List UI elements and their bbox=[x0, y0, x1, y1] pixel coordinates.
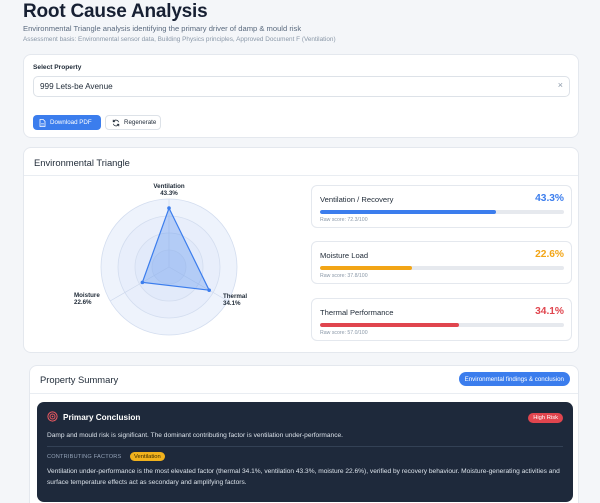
select-property-card: Select Property 999 Lets-be Avenue × Dow… bbox=[23, 54, 579, 138]
metric-percent: 22.6% bbox=[535, 249, 564, 260]
page-title: Root Cause Analysis bbox=[23, 1, 208, 22]
radar-point-thermal bbox=[207, 288, 211, 292]
download-pdf-button[interactable]: Download PDF bbox=[33, 115, 101, 130]
summary-card-title: Property Summary bbox=[40, 374, 119, 385]
contributing-factors-label: CONTRIBUTING FACTORS bbox=[47, 454, 122, 460]
metric-percent: 43.3% bbox=[535, 193, 564, 204]
radar-label-thermal: Thermal bbox=[223, 293, 247, 300]
radar-label-ventilation: Ventilation bbox=[153, 183, 185, 190]
contributing-factors-text: Ventilation under-performance is the mos… bbox=[47, 468, 560, 486]
metric-thermal: Thermal Performance 34.1% Raw score: 57.… bbox=[311, 298, 572, 341]
radar-points bbox=[140, 206, 211, 292]
metric-raw-score: Raw score: 57.0/100 bbox=[320, 330, 368, 336]
metric-moisture: Moisture Load 22.6% Raw score: 37.8/100 bbox=[311, 241, 572, 284]
metric-name: Moisture Load bbox=[320, 251, 369, 260]
divider bbox=[47, 446, 563, 447]
metric-raw-score: Raw score: 72.3/100 bbox=[320, 217, 368, 223]
assessment-basis: Assessment basis: Environmental sensor d… bbox=[23, 36, 336, 43]
radar-chart: Ventilation 43.3% Moisture 22.6% Thermal… bbox=[74, 183, 247, 336]
radar-point-ventilation bbox=[167, 206, 171, 210]
regenerate-button[interactable]: Regenerate bbox=[105, 115, 161, 130]
metric-name: Thermal Performance bbox=[320, 308, 394, 317]
clear-icon[interactable]: × bbox=[557, 80, 563, 90]
metric-ventilation: Ventilation / Recovery 43.3% Raw score: … bbox=[311, 185, 572, 228]
metric-raw-score: Raw score: 37.8/100 bbox=[320, 273, 368, 279]
property-select-value: 999 Lets-be Avenue bbox=[40, 82, 113, 91]
summary-card-header: Property Summary Environmental findings … bbox=[30, 366, 578, 394]
triangle-card-header: Environmental Triangle bbox=[24, 148, 578, 176]
radar-axis bbox=[168, 266, 229, 302]
page-subtitle: Environmental Triangle analysis identify… bbox=[23, 24, 302, 33]
target-icon bbox=[47, 411, 58, 422]
metric-progress-track bbox=[320, 323, 564, 327]
radar-axis bbox=[109, 266, 170, 302]
radar-value-moisture: 22.6% bbox=[74, 299, 92, 306]
download-pdf-label: Download PDF bbox=[50, 119, 92, 126]
metric-percent: 34.1% bbox=[535, 306, 564, 317]
factor-chip: Ventilation bbox=[130, 452, 165, 461]
refresh-icon bbox=[112, 119, 120, 126]
metric-name: Ventilation / Recovery bbox=[320, 195, 394, 204]
metric-progress-fill bbox=[320, 323, 460, 327]
conclusion-title: Primary Conclusion bbox=[63, 413, 141, 422]
metric-progress-fill bbox=[320, 210, 497, 214]
metric-progress-fill bbox=[320, 266, 413, 270]
metric-progress-track bbox=[320, 266, 564, 270]
environmental-findings-button[interactable]: Environmental findings & conclusion bbox=[458, 372, 570, 386]
radar-axes bbox=[109, 199, 229, 302]
document-icon bbox=[39, 118, 46, 127]
radar-value-thermal: 34.1% bbox=[223, 300, 241, 307]
risk-badge: High Risk bbox=[528, 413, 563, 423]
radar-value-ventilation: 43.3% bbox=[160, 190, 178, 197]
conclusion-text: Damp and mould risk is significant. The … bbox=[47, 432, 344, 439]
property-select[interactable]: 999 Lets-be Avenue × bbox=[33, 76, 570, 97]
triangle-card-title: Environmental Triangle bbox=[34, 157, 130, 168]
regenerate-label: Regenerate bbox=[124, 119, 157, 126]
radar-point-moisture bbox=[140, 280, 145, 285]
select-property-label: Select Property bbox=[33, 64, 82, 71]
metric-progress-track bbox=[320, 210, 564, 214]
property-summary-card: Property Summary Environmental findings … bbox=[29, 365, 579, 503]
primary-conclusion-panel: Primary Conclusion High Risk Damp and mo… bbox=[37, 402, 573, 502]
radar-label-moisture: Moisture bbox=[74, 292, 100, 299]
environmental-triangle-card: Environmental Triangle Ventilation 43.3%… bbox=[23, 147, 579, 353]
radar-series-polygon bbox=[141, 206, 211, 291]
